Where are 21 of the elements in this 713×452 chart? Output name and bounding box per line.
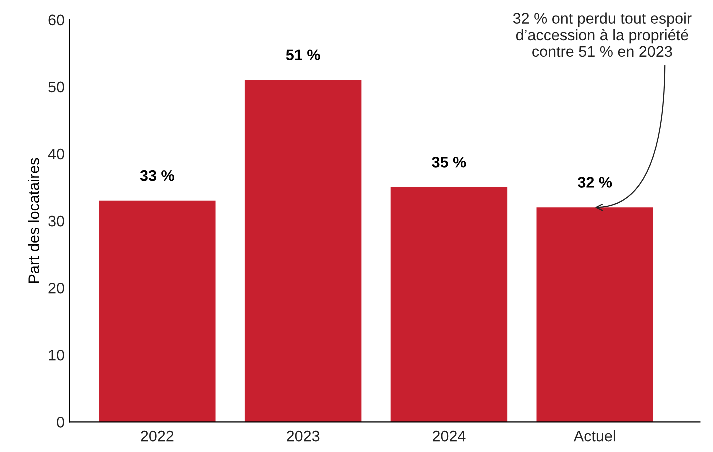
bar bbox=[390, 188, 508, 422]
data-label: 33 % bbox=[140, 170, 174, 182]
y-tick-label: 50 bbox=[48, 82, 64, 93]
data-label: 51 % bbox=[286, 50, 320, 61]
y-tick-label: 20 bbox=[48, 282, 64, 294]
x-tick-label: 2023 bbox=[287, 430, 320, 442]
y-tick-label: 30 bbox=[48, 216, 64, 227]
y-tick-label: 60 bbox=[48, 14, 64, 26]
bar bbox=[536, 208, 654, 422]
y-tick-label: 10 bbox=[49, 350, 64, 361]
bar bbox=[244, 80, 362, 422]
y-tick-label: 40 bbox=[48, 148, 64, 160]
data-label: 35 % bbox=[432, 157, 466, 168]
annotation: 32 % ont perdu tout espoir d’accession à la propriété contre 51 % en 2023 bbox=[513, 12, 692, 58]
y-tick-label: 0 bbox=[57, 417, 64, 428]
x-tick-label: 2022 bbox=[141, 430, 174, 442]
data-label: 32 % bbox=[578, 177, 612, 188]
x-tick-label: 2024 bbox=[432, 430, 466, 442]
bar bbox=[99, 200, 216, 422]
y-axis-title: Part des locataires bbox=[28, 158, 40, 284]
x-tick-label: Actuel bbox=[574, 430, 616, 442]
